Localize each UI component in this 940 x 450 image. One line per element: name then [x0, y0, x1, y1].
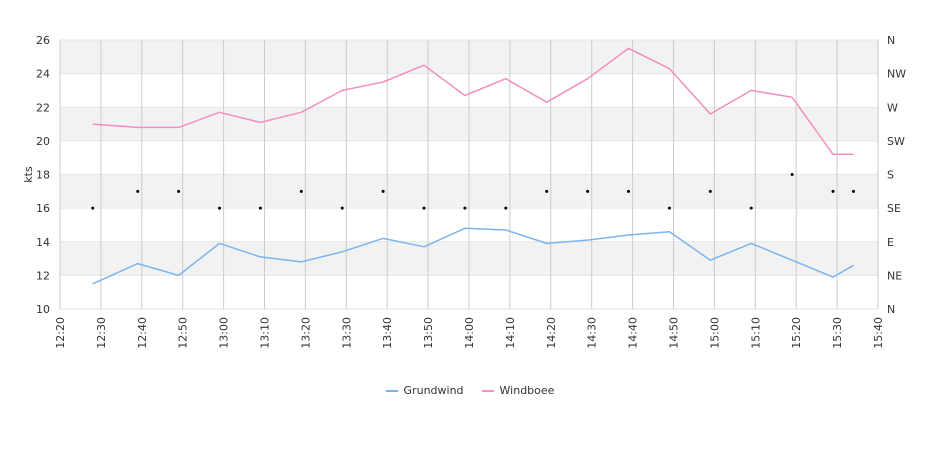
- legend-label-grundwind: Grundwind: [403, 384, 464, 397]
- direction-dot: [218, 206, 222, 210]
- x-tick-label: 15:20: [790, 317, 803, 349]
- direction-dot: [504, 206, 508, 210]
- direction-dot: [749, 206, 753, 210]
- y-tick-label: 16: [36, 202, 50, 215]
- legend-item-windboee[interactable]: Windboee: [481, 384, 555, 397]
- legend-swatch-grundwind: [385, 389, 398, 392]
- x-tick-label: 14:50: [668, 317, 681, 349]
- x-tick-label: 14:20: [545, 317, 558, 349]
- x-tick-label: 12:40: [136, 317, 149, 349]
- x-tick-label: 15:00: [708, 317, 721, 349]
- right-axis-label: N: [887, 34, 895, 47]
- direction-dot: [831, 189, 835, 193]
- right-axis-label: S: [887, 169, 894, 182]
- y-tick-label: 22: [36, 101, 50, 114]
- x-tick-label: 12:20: [54, 317, 67, 349]
- y-axis-title: kts: [22, 166, 35, 183]
- x-tick-label: 15:10: [749, 317, 762, 349]
- y-tick-label: 18: [36, 169, 50, 182]
- direction-dot: [851, 189, 855, 193]
- direction-dot: [708, 189, 712, 193]
- legend-label-windboee: Windboee: [499, 384, 555, 397]
- legend-swatch-windboee: [481, 389, 494, 392]
- direction-dot: [299, 189, 303, 193]
- x-tick-label: 13:10: [259, 317, 272, 349]
- x-tick-label: 12:30: [95, 317, 108, 349]
- direction-dot: [627, 189, 631, 193]
- right-axis-label: E: [887, 236, 894, 249]
- y-tick-label: 14: [36, 236, 50, 249]
- x-tick-label: 13:30: [340, 317, 353, 349]
- right-axis-label: N: [887, 303, 895, 316]
- right-axis-label: SW: [887, 135, 905, 148]
- y-tick-label: 24: [36, 68, 50, 81]
- direction-dot: [586, 189, 590, 193]
- direction-dot: [790, 173, 794, 176]
- direction-dot: [422, 206, 426, 210]
- direction-dot: [667, 206, 671, 210]
- direction-dot: [258, 206, 262, 210]
- x-tick-label: 12:50: [177, 317, 190, 349]
- right-axis-label: NW: [887, 68, 906, 81]
- direction-dot: [177, 189, 181, 193]
- direction-dot: [91, 206, 95, 210]
- legend: Grundwind Windboee: [0, 384, 940, 397]
- direction-dot: [545, 189, 549, 193]
- right-axis-label: W: [887, 101, 898, 114]
- y-tick-label: 12: [36, 269, 50, 282]
- series-line-windboee: [92, 47, 854, 156]
- x-tick-label: 14:30: [586, 317, 599, 349]
- series-line-grundwind: [92, 227, 854, 285]
- x-tick-label: 13:50: [422, 317, 435, 349]
- x-tick-label: 14:00: [463, 317, 476, 349]
- y-tick-label: 20: [36, 135, 50, 148]
- legend-item-grundwind[interactable]: Grundwind: [385, 384, 464, 397]
- x-tick-label: 15:30: [831, 317, 844, 349]
- x-tick-label: 15:40: [872, 317, 885, 349]
- right-axis-label: NE: [887, 269, 902, 282]
- direction-dot: [340, 206, 344, 210]
- y-tick-label: 26: [36, 34, 50, 47]
- x-tick-label: 13:20: [299, 317, 312, 349]
- x-tick-label: 13:40: [381, 317, 394, 349]
- y-tick-label: 10: [36, 303, 50, 316]
- direction-dot: [463, 206, 467, 210]
- x-tick-label: 14:40: [627, 317, 640, 349]
- direction-dot: [381, 189, 385, 193]
- direction-dot: [136, 189, 140, 193]
- right-axis-label: SE: [887, 202, 901, 215]
- x-tick-label: 14:10: [504, 317, 517, 349]
- x-tick-label: 13:00: [218, 317, 231, 349]
